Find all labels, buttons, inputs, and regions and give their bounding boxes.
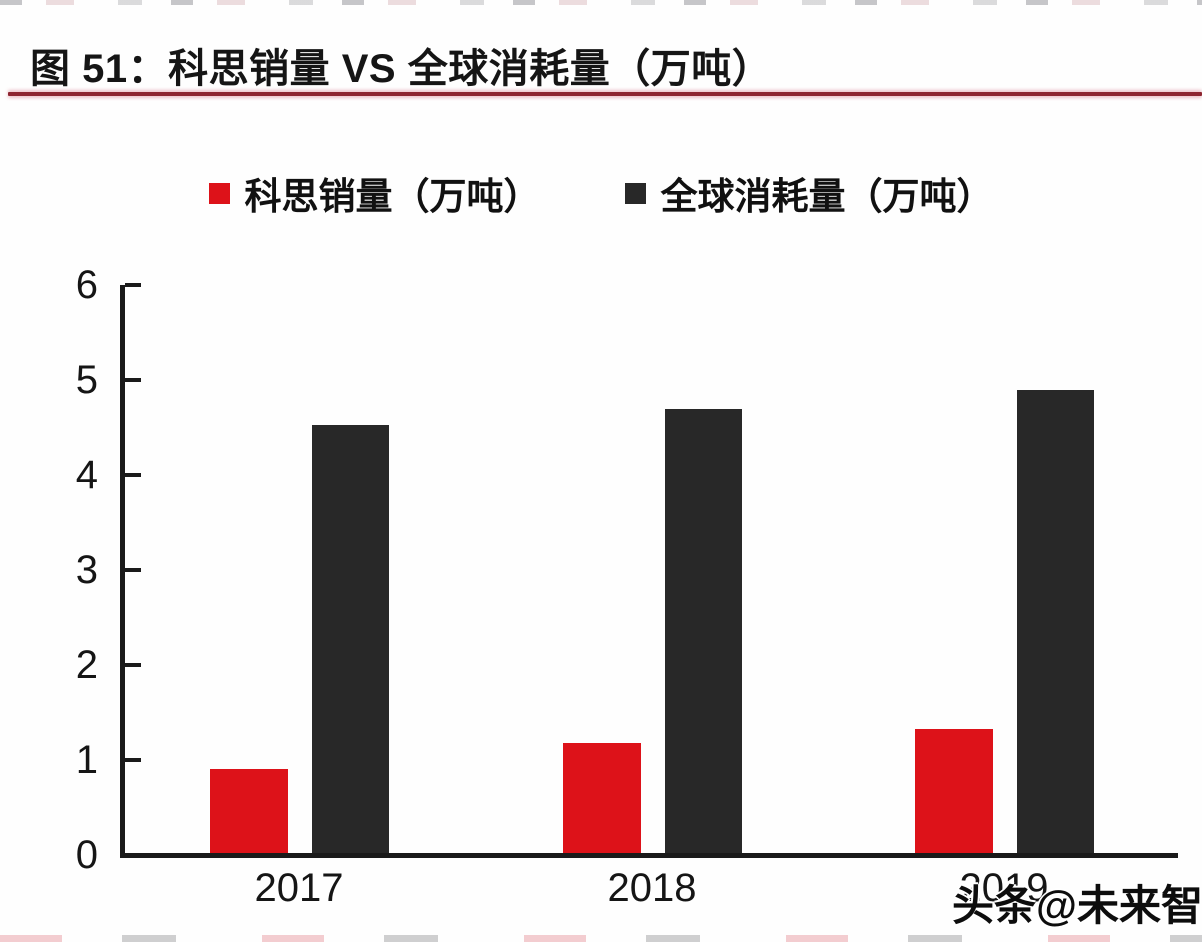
bar-科思销量（万吨）-2019 [915, 729, 993, 857]
y-axis-line [120, 285, 125, 858]
y-axis-tick-label: 2 [75, 643, 98, 687]
legend-swatch-red-icon [208, 182, 230, 204]
y-axis-tick-label: 3 [75, 548, 98, 592]
legend-item-kesi-sales: 科思销量（万吨） [208, 166, 541, 220]
y-axis-tick [125, 378, 141, 382]
x-axis-category-label: 2019 [959, 866, 1049, 910]
bar-科思销量（万吨）-2018 [563, 743, 641, 857]
legend-label-kesi-sales: 科思销量（万吨） [244, 176, 541, 217]
y-axis-tick-label: 4 [75, 453, 98, 497]
x-axis-line [120, 853, 1178, 858]
y-axis-tick-label: 1 [75, 738, 98, 782]
y-axis-tick [125, 568, 141, 572]
legend-item-global-consumption: 全球消耗量（万吨） [624, 166, 994, 220]
y-axis-tick [125, 283, 141, 287]
y-axis-tick-label: 0 [75, 833, 98, 877]
y-axis-tick-label: 5 [75, 358, 98, 402]
y-axis-tick [125, 473, 141, 477]
y-axis-tick [125, 758, 141, 762]
figure-title: 图 51：科思销量 VS 全球消耗量（万吨） [30, 47, 773, 91]
bar-全球消耗量（万吨）-2019 [1017, 390, 1094, 857]
title-underline-rule [8, 92, 1202, 96]
chart-legend: 科思销量（万吨） 全球消耗量（万吨） [0, 166, 1202, 220]
bar-科思销量（万吨）-2017 [210, 769, 288, 857]
legend-label-global-consumption: 全球消耗量（万吨） [660, 176, 994, 217]
x-axis-category-label: 2018 [607, 866, 697, 910]
x-axis-category-label: 2017 [254, 866, 344, 910]
watermark: 头条@未来智库 [952, 882, 1202, 929]
bar-全球消耗量（万吨）-2017 [312, 425, 389, 857]
y-axis-tick-label: 6 [75, 263, 98, 307]
bar-全球消耗量（万吨）-2018 [665, 409, 742, 857]
y-axis-tick [125, 663, 141, 667]
legend-swatch-dark-icon [624, 182, 646, 204]
